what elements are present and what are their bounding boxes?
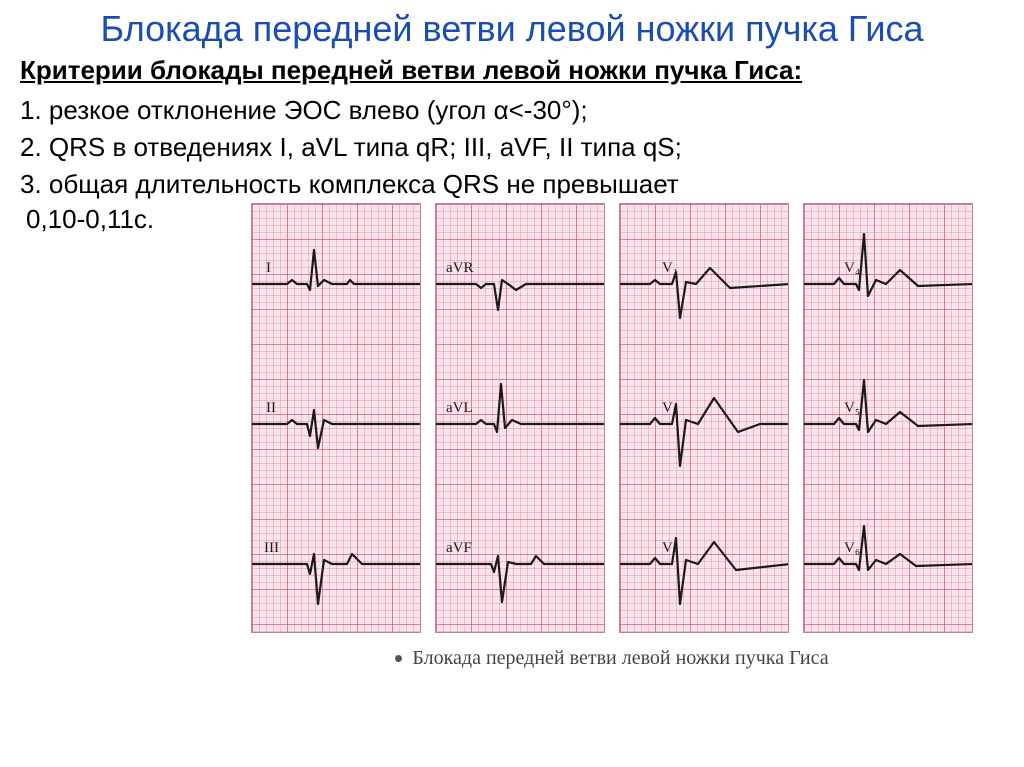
ecg-trace xyxy=(436,214,605,354)
ecg-lead: V₂ xyxy=(620,354,788,494)
ecg-trace xyxy=(620,214,789,354)
ecg-lead: V₆ xyxy=(804,494,972,633)
criteria-item: 1. резкое отклонение ЭОС влево (угол α<-… xyxy=(20,93,1004,128)
ecg-lead: I xyxy=(252,214,420,354)
ecg-lead: V₅ xyxy=(804,354,972,494)
lead-label: V₂ xyxy=(662,400,678,417)
ecg-trace xyxy=(804,354,973,494)
ecg-trace xyxy=(252,354,421,494)
ecg-lead: V₃ xyxy=(620,494,788,633)
ecg-trace xyxy=(252,494,421,633)
lead-label: aVF xyxy=(446,540,472,557)
ecg-caption-text: Блокада передней ветви левой ножки пучка… xyxy=(412,647,828,670)
ecg-lead: II xyxy=(252,354,420,494)
ecg-lead: V₁ xyxy=(620,214,788,354)
ecg-figure: IIIIIIaVRaVLaVFV₁V₂V₃V₄V₅V₆ Блокада пере… xyxy=(220,203,1004,670)
bullet-icon xyxy=(395,655,402,662)
slide-title: Блокада передней ветви левой ножки пучка… xyxy=(20,8,1004,49)
ecg-trace xyxy=(620,494,789,633)
criteria-list: 1. резкое отклонение ЭОС влево (угол α<-… xyxy=(20,93,1004,202)
ecg-panel: aVR aVL aVF xyxy=(435,203,605,633)
ecg-trace xyxy=(252,214,421,354)
lead-label: V₃ xyxy=(662,540,678,557)
lead-label: V₆ xyxy=(844,540,860,557)
ecg-panel: IIIIII xyxy=(251,203,421,633)
lead-label: aVL xyxy=(446,400,473,417)
ecg-caption-row: Блокада передней ветви левой ножки пучка… xyxy=(395,647,828,670)
ecg-trace xyxy=(804,494,973,633)
lead-label: V₁ xyxy=(662,260,678,277)
ecg-trace xyxy=(620,354,789,494)
ecg-panel: V₁ V₂ V₃ xyxy=(619,203,789,633)
ecg-lead: aVF xyxy=(436,494,604,633)
criteria-subtitle: Критерии блокады передней ветви левой но… xyxy=(20,55,1004,86)
lead-label: V₅ xyxy=(844,400,860,417)
criteria-item: 2. QRS в отведениях I, aVL типа qR; III,… xyxy=(20,130,1004,165)
lead-label: aVR xyxy=(446,260,474,277)
ecg-trace xyxy=(804,214,973,354)
ecg-trace xyxy=(436,354,605,494)
ecg-lead: aVL xyxy=(436,354,604,494)
criteria-item: 3. общая длительность комплекса QRS не п… xyxy=(20,167,1004,202)
ecg-lead: V₄ xyxy=(804,214,972,354)
ecg-panel: V₄ V₅ V₆ xyxy=(803,203,973,633)
lead-label: II xyxy=(266,400,276,417)
lead-label: V₄ xyxy=(844,260,860,277)
lead-label: I xyxy=(266,260,271,277)
slide: Блокада передней ветви левой ножки пучка… xyxy=(0,0,1024,767)
ecg-lead: III xyxy=(252,494,420,633)
lead-label: III xyxy=(264,540,279,557)
ecg-panels: IIIIIIaVRaVLaVFV₁V₂V₃V₄V₅V₆ xyxy=(251,203,973,633)
ecg-trace xyxy=(436,494,605,633)
ecg-lead: aVR xyxy=(436,214,604,354)
